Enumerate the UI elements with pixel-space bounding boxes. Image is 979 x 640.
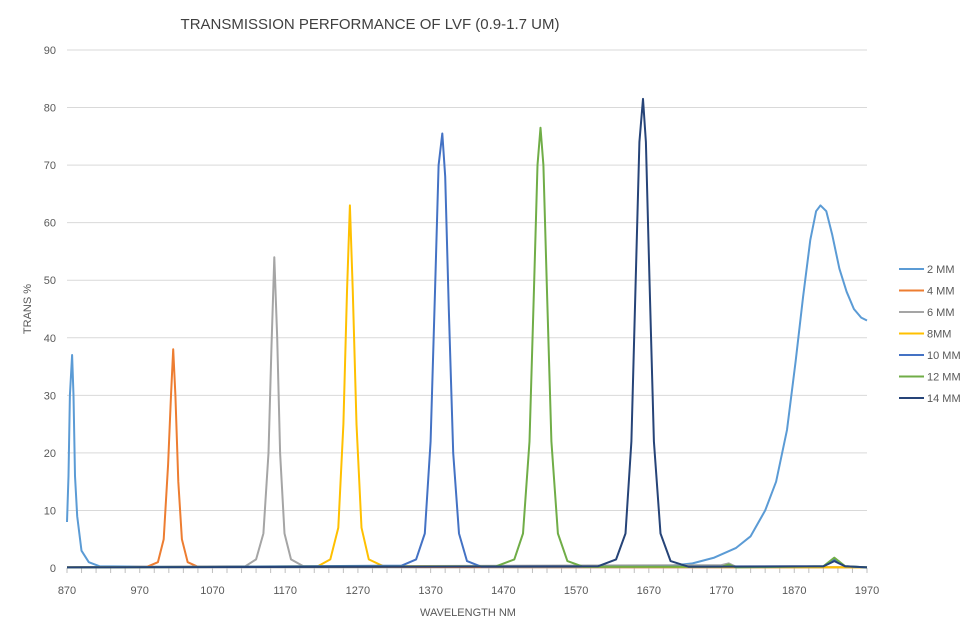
x-tick-label: 1270 [346,585,370,597]
y-tick-label: 50 [44,275,56,287]
y-tick-label: 20 [44,448,56,460]
series-line-10mm [66,132,868,569]
series-line-8mm [66,204,868,569]
y-tick-label: 40 [44,333,56,345]
x-tick-label: 1570 [564,585,588,597]
legend-label: 2 MM [927,264,955,276]
y-tick-label: 70 [44,160,56,172]
x-tick-label: 1870 [782,585,806,597]
y-tick-label: 80 [44,103,56,115]
series-line-14mm [66,97,868,569]
y-tick-label: 0 [50,563,56,575]
legend-label: 8MM [927,329,951,341]
x-axis-label: WAVELENGTH NM [420,607,516,619]
x-tick-label: 1370 [418,585,442,597]
series-line-12mm [66,126,868,569]
x-tick-label: 1470 [491,585,515,597]
series-line-4mm [66,348,868,569]
legend-label: 4 MM [927,286,955,298]
series-line-2mm [66,204,868,568]
y-tick-label: 60 [44,218,56,230]
series-line-6mm [66,256,868,569]
y-tick-label: 90 [44,45,56,57]
chart-title: TRANSMISSION PERFORMANCE OF LVF (0.9-1.7… [181,16,560,33]
y-tick-label: 10 [44,505,56,517]
y-tick-label: 30 [44,390,56,402]
legend-label: 6 MM [927,307,955,319]
x-tick-label: 1670 [637,585,661,597]
x-tick-label: 870 [58,585,76,597]
legend-label: 14 MM [927,393,961,405]
x-tick-label: 1970 [855,585,879,597]
x-tick-label: 1770 [709,585,733,597]
legend-label: 12 MM [927,372,961,384]
y-axis-label: TRANS % [22,284,34,334]
x-tick-label: 1070 [200,585,224,597]
x-tick-label: 1170 [273,585,297,597]
legend-label: 10 MM [927,350,961,362]
x-tick-label: 970 [131,585,149,597]
